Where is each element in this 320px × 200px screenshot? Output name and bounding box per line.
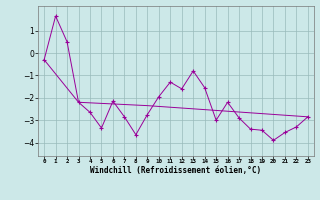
X-axis label: Windchill (Refroidissement éolien,°C): Windchill (Refroidissement éolien,°C) — [91, 166, 261, 175]
